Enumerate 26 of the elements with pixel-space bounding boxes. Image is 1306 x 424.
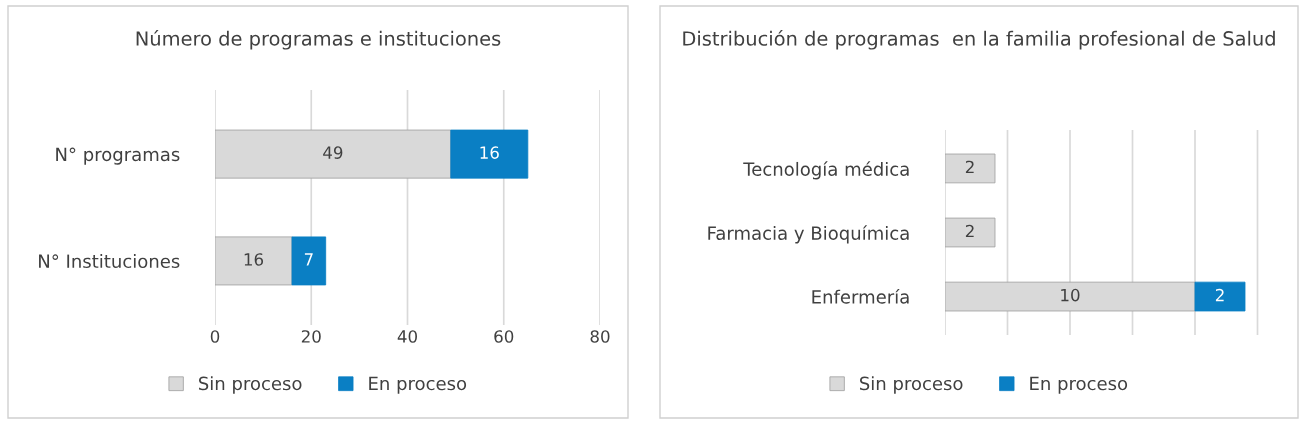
data-label: 7 <box>304 253 313 266</box>
bar <box>291 236 327 286</box>
data-label: 2 <box>965 224 974 238</box>
y-tick-label: N° programas <box>56 147 180 165</box>
y-tick-label: Tecnología médica <box>743 161 909 180</box>
x-tick-label: 80 <box>590 330 610 343</box>
data-label: 10 <box>1061 288 1080 302</box>
y-tick-label: N° Instituciones <box>39 254 180 269</box>
legend-label: Sin proceso <box>198 376 302 394</box>
data-label: 16 <box>480 146 499 159</box>
legend-label: En proceso <box>369 376 467 394</box>
data-label: 2 <box>965 160 974 174</box>
chart-title: Número de programas e instituciones <box>136 30 501 50</box>
legend-label: En proceso <box>1030 376 1128 394</box>
data-label: 2 <box>1215 288 1224 302</box>
bar <box>450 129 529 179</box>
x-tick-label: 40 <box>397 330 417 343</box>
x-tick-label: 60 <box>494 330 514 343</box>
data-label: 16 <box>244 253 264 266</box>
x-tick-label: 20 <box>301 330 321 343</box>
x-tick-label: 0 <box>210 330 220 343</box>
y-tick-label: Enfermería <box>812 288 909 304</box>
legend-label: Sin proceso <box>859 376 963 394</box>
data-label: 49 <box>323 146 343 159</box>
y-tick-label: Farmacia y Bioquímica <box>708 225 909 244</box>
chart-title: Distribución de programas en la familia profesional de Salud <box>683 30 1275 50</box>
